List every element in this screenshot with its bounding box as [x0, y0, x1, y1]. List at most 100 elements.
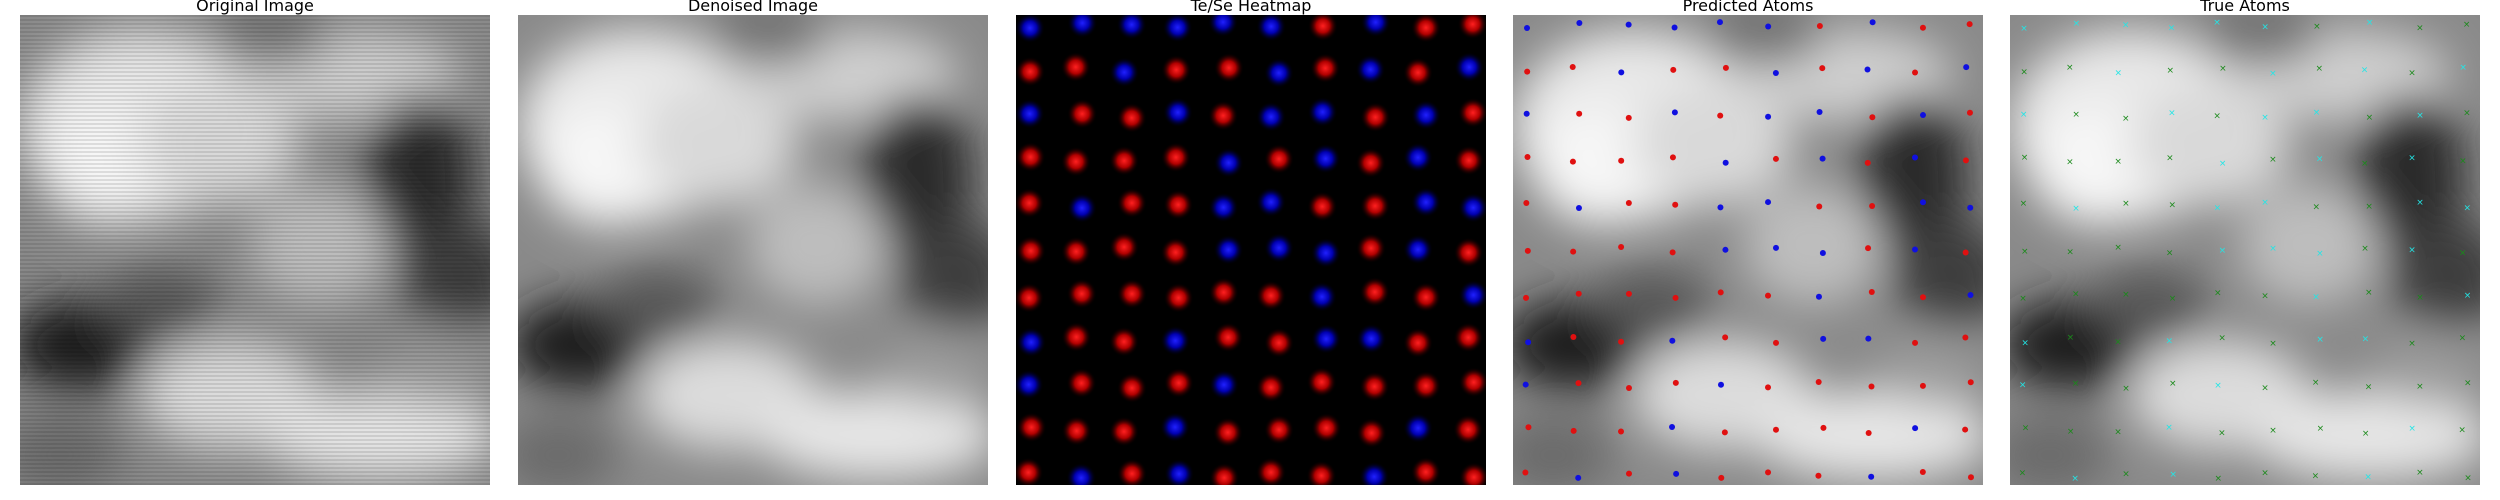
true-atom-cyan: × — [2313, 108, 2321, 118]
true-atom-green: × — [2122, 199, 2130, 209]
se-blob — [1016, 369, 1044, 400]
predicted-se-atom — [1963, 64, 1970, 71]
predicted-te-atom — [1773, 339, 1779, 346]
panel-denoised: Denoised Image — [518, 0, 988, 485]
te-blob — [1307, 191, 1338, 222]
predicted-se-atom — [1772, 244, 1779, 251]
true-atom-cyan: × — [2316, 249, 2324, 259]
predicted-te-atom — [1765, 469, 1772, 476]
true-atom-cyan: × — [2459, 63, 2467, 73]
panel-original: Original Image — [20, 0, 490, 485]
predicted-te-atom — [1523, 294, 1530, 301]
se-blob — [1310, 237, 1341, 268]
panel-title: Predicted Atoms — [1682, 0, 1814, 15]
true-atom-green: × — [2261, 292, 2269, 302]
predicted-te-atom — [1816, 22, 1823, 29]
predicted-se-atom — [1575, 474, 1582, 481]
true-atom-green: × — [2218, 428, 2226, 438]
panel-title: True Atoms — [2200, 0, 2290, 15]
true-atom-green: × — [2114, 243, 2122, 253]
te-blob — [1116, 278, 1147, 309]
predicted-te-atom — [1772, 155, 1779, 162]
predicted-te-atom — [1575, 380, 1582, 387]
predicted-se-atom — [1671, 109, 1678, 116]
predicted-se-atom — [1864, 66, 1871, 73]
true-atom-green: × — [2261, 383, 2269, 393]
predicted-se-atom — [1967, 204, 1974, 211]
se-blob — [1208, 192, 1239, 223]
se-blob — [1306, 281, 1337, 312]
true-atom-green: × — [2019, 294, 2027, 304]
predicted-se-atom — [1765, 113, 1772, 120]
predicted-te-atom — [1919, 294, 1926, 301]
true-atom-cyan: × — [2408, 246, 2416, 256]
true-atom-green: × — [2021, 153, 2029, 163]
predicted-se-atom — [1820, 335, 1827, 342]
predicted-te-atom — [1569, 158, 1576, 165]
predicted-se-atom — [1765, 199, 1772, 206]
true-atom-cyan: × — [2463, 204, 2471, 214]
true-atom-green: × — [2122, 470, 2130, 480]
true-atom-green: × — [2312, 202, 2320, 212]
true-atom-green: × — [2366, 113, 2374, 123]
true-atom-green: × — [2416, 24, 2424, 34]
se-blob — [1360, 15, 1391, 38]
true-atom-cyan: × — [2408, 154, 2416, 164]
te-blob — [1208, 100, 1239, 131]
te-blob — [1403, 57, 1434, 88]
true-atom-green: × — [2218, 333, 2226, 343]
se-blob — [1458, 280, 1486, 311]
true-atom-cyan: × — [2464, 291, 2472, 301]
predicted-te-atom — [1868, 289, 1875, 296]
predicted-se-atom — [1967, 292, 1974, 299]
se-blob — [1160, 325, 1191, 356]
te-blob — [1410, 457, 1441, 485]
predicted-te-atom — [1967, 474, 1974, 481]
se-blob — [1207, 15, 1238, 38]
predicted-te-atom — [1717, 112, 1724, 119]
predicted-te-atom — [1722, 334, 1729, 341]
te-blob — [1061, 322, 1092, 353]
predicted-se-atom — [1524, 25, 1530, 31]
se-blob — [1458, 192, 1486, 223]
true-atom-cyan: × — [2168, 108, 2176, 118]
true-atom-cyan: × — [2416, 198, 2424, 208]
se-blob — [1263, 232, 1294, 263]
true-atom-green: × — [2269, 426, 2277, 436]
panel-heatmap: Te/Se Heatmap — [1016, 0, 1486, 485]
true-atom-green: × — [2168, 201, 2176, 211]
true-atom-green: × — [2067, 427, 2075, 437]
te-blob — [1208, 277, 1239, 308]
predicted-te-atom — [1820, 424, 1827, 431]
true-atom-green: × — [2066, 248, 2074, 258]
predicted-te-atom — [1523, 200, 1530, 207]
predicted-se-atom — [1868, 473, 1875, 480]
se-blob — [1263, 57, 1294, 88]
se-blob — [1307, 97, 1338, 128]
predicted-te-atom — [1962, 157, 1969, 164]
predicted-se-atom — [1912, 154, 1919, 161]
true-atom-green: × — [2269, 155, 2277, 165]
te-blob — [1310, 53, 1341, 84]
predicted-te-atom — [1721, 429, 1728, 436]
predicted-se-atom — [1525, 339, 1532, 346]
predicted-te-atom — [1525, 424, 1532, 431]
se-blob — [1355, 54, 1386, 85]
se-blob — [1066, 192, 1097, 223]
true-atom-green: × — [2459, 249, 2467, 259]
se-blob — [1454, 52, 1485, 83]
te-blob — [1263, 414, 1294, 445]
true-atom-cyan: × — [2071, 474, 2079, 484]
true-atom-cyan: × — [2261, 198, 2269, 208]
predicted-te-atom — [1522, 469, 1529, 476]
te-blob — [1060, 52, 1091, 83]
predicted-te-atom — [1718, 474, 1725, 481]
predicted-se-atom — [1669, 337, 1676, 344]
te-blob — [1306, 367, 1337, 398]
true-atom-green: × — [2166, 153, 2174, 163]
se-blob — [1016, 327, 1047, 358]
te-blob — [1355, 147, 1386, 178]
predicted-se-atom — [1716, 19, 1723, 26]
te-blob — [1061, 236, 1092, 267]
te-blob — [1256, 457, 1287, 485]
